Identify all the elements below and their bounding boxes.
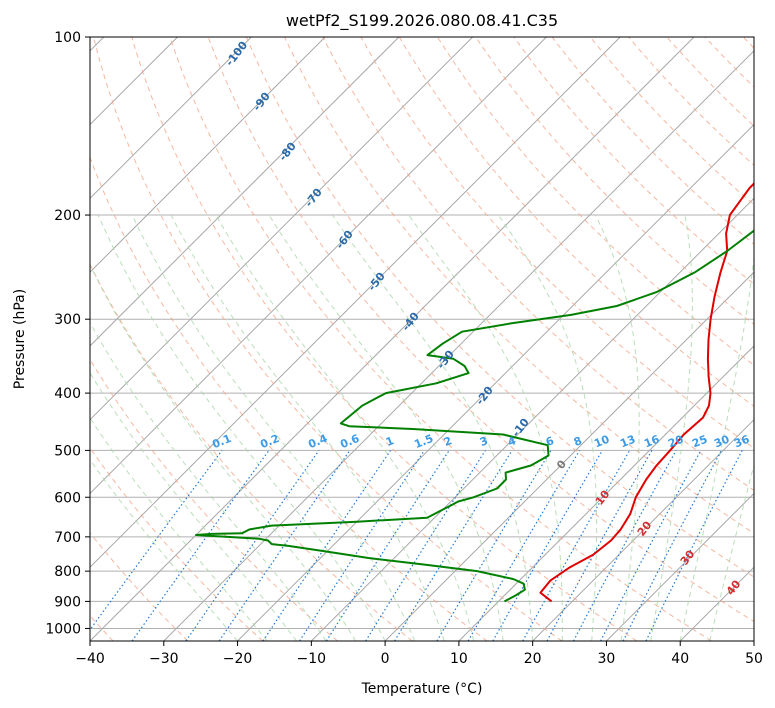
moist-adiabat — [131, 214, 416, 641]
dry-adiabat — [322, 37, 754, 491]
y-axis-label: Pressure (hPa) — [12, 289, 28, 389]
moist-adiabat — [268, 214, 504, 641]
moist-adiabat — [90, 263, 357, 641]
mixing-ratio-label: 20 — [666, 433, 685, 451]
x-tick-label: 0 — [381, 651, 390, 667]
isobar-lines — [90, 37, 754, 629]
mixing-ratio-line — [90, 450, 223, 631]
y-tick-label: 600 — [54, 490, 81, 506]
dry-adiabat — [360, 37, 754, 449]
dry-adiabat — [90, 532, 189, 641]
moist-adiabats — [90, 214, 754, 641]
y-tick-label: 400 — [54, 386, 81, 402]
isotherm-lines — [90, 37, 754, 641]
isotherm-line — [237, 123, 754, 641]
mixing-ratio-line — [522, 450, 631, 641]
y-tick-label: 900 — [54, 594, 81, 610]
mixing-ratio-line — [218, 450, 351, 641]
x-tick-label: −40 — [75, 651, 105, 667]
isotherm-line — [90, 37, 326, 273]
dry-adiabat — [131, 37, 637, 641]
dry-adiabat — [398, 37, 754, 407]
mixing-ratio-label: 2 — [442, 434, 454, 449]
isotherm-line — [90, 37, 547, 495]
mixing-ratio-lines — [90, 450, 743, 641]
y-tick-label: 100 — [54, 30, 81, 46]
plot-frame — [89, 36, 755, 642]
isotherm-line — [90, 37, 621, 568]
mixing-ratio-line — [131, 450, 270, 641]
isotherm-line — [90, 37, 474, 421]
moist-adiabat — [331, 214, 534, 641]
y-tick-label: 1000 — [45, 621, 81, 637]
mixing-ratio-label: 8 — [572, 434, 584, 449]
mixing-ratio-label: 36 — [732, 433, 751, 451]
y-tick-label: 800 — [54, 564, 81, 580]
dry-adiabat — [437, 37, 754, 366]
mixing-ratio-line — [622, 450, 722, 641]
moist-adiabat — [679, 253, 754, 641]
moist-adiabat — [90, 417, 268, 641]
isotherm-line — [606, 492, 754, 641]
x-tick-label: 50 — [745, 651, 763, 667]
isotherm-line — [532, 418, 754, 641]
mixing-ratio-label: 13 — [618, 433, 637, 451]
mixing-ratio-line — [262, 450, 392, 641]
moist-adiabat — [497, 214, 598, 641]
x-tick-label: −20 — [223, 651, 253, 667]
chart-title: wetPf2_S199.2026.080.08.41.C35 — [286, 11, 558, 31]
dry-adiabat — [93, 37, 563, 641]
moist-adiabat — [215, 214, 475, 641]
y-tick-label: 700 — [54, 530, 81, 546]
mixing-ratio-label: 1 — [384, 434, 396, 449]
temperature-profile-line — [539, 182, 754, 603]
mixing-ratio-line — [572, 450, 677, 641]
mixing-ratio-line — [645, 450, 743, 641]
mixing-ratio-label: 16 — [642, 433, 661, 451]
mixing-ratio-line — [185, 450, 320, 641]
moist-adiabat — [90, 371, 297, 641]
moist-adiabat — [408, 214, 563, 641]
dry-adiabat — [207, 37, 754, 623]
moist-adiabat — [170, 214, 445, 641]
isotherm-line — [90, 37, 400, 347]
x-axis-label: Temperature (°C) — [361, 681, 483, 697]
moist-adiabat — [709, 462, 754, 641]
dry-adiabat — [245, 37, 754, 578]
dry-adiabat — [90, 358, 338, 641]
isotherm-line — [458, 345, 754, 641]
y-tick-label: 300 — [54, 312, 81, 328]
y-tick-label: 500 — [54, 443, 81, 459]
x-tick-label: 40 — [671, 651, 689, 667]
dry-adiabat — [90, 263, 413, 641]
dewpoint-profile-line — [195, 229, 754, 603]
x-tick-label: −10 — [297, 651, 327, 667]
x-tick-label: −30 — [149, 651, 179, 667]
mixing-ratio-label: 30 — [712, 433, 731, 451]
isotherm-line — [384, 271, 754, 641]
mixing-ratio-label: 25 — [690, 433, 709, 451]
mixing-ratio-line — [546, 450, 653, 641]
moist-adiabat — [90, 458, 238, 641]
x-tick-label: 20 — [524, 651, 542, 667]
mixing-ratio-label: 10 — [592, 433, 611, 451]
profiles — [195, 182, 754, 603]
mixing-ratio-label: 3 — [478, 434, 490, 449]
moist-adiabat — [90, 321, 327, 641]
mixing-ratio-line — [299, 450, 425, 641]
x-tick-label: 10 — [450, 651, 468, 667]
y-tick-label: 200 — [54, 208, 81, 224]
mixing-ratio-line — [325, 450, 450, 641]
dry-adiabats — [90, 37, 754, 641]
moist-adiabat — [595, 214, 640, 641]
moist-adiabat — [650, 214, 693, 641]
isotherm-line — [90, 37, 695, 641]
isotherm-line — [90, 37, 252, 200]
x-tick-label: 30 — [598, 651, 616, 667]
